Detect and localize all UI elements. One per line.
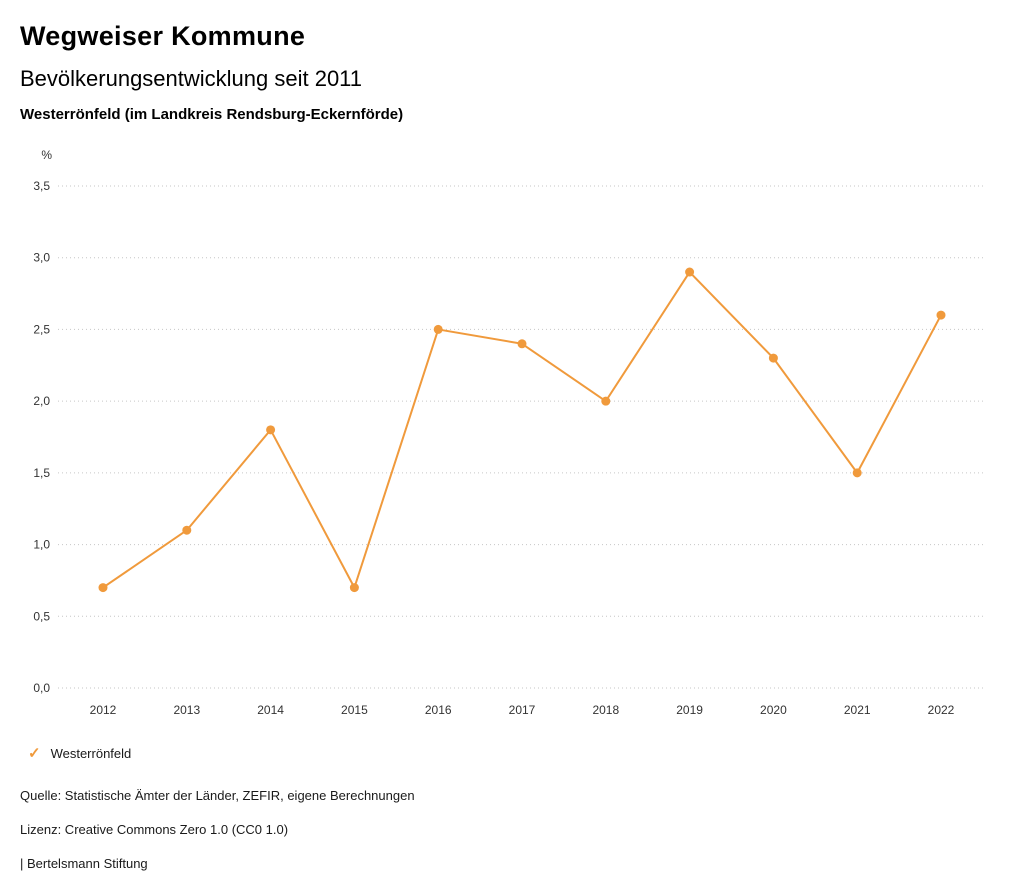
chart-footer: Quelle: Statistische Ämter der Länder, Z… [20,788,1004,871]
y-tick-label: 2,5 [33,322,50,336]
data-point[interactable] [685,267,695,277]
chart-subtitle-location: Westerrönfeld (im Landkreis Rendsburg-Ec… [20,106,404,123]
x-tick-label: 2019 [676,703,703,717]
data-point[interactable] [98,583,108,593]
x-tick-label: 2021 [844,703,871,717]
chart-canvas: % 0,0 0,5 1,0 1,5 2,0 2,5 3,0 3,5 2012 2013 2014 201… [33,148,985,717]
x-tick-label: 2016 [425,703,452,717]
page-title: Wegweiser Kommune [20,21,306,51]
y-tick-label: 0,5 [33,609,50,623]
data-point[interactable] [182,525,192,535]
y-axis-unit-label: % [41,148,52,162]
license-text: Lizenz: Creative Commons Zero 1.0 (CC0 1… [20,822,289,837]
x-tick-label: 2012 [90,703,117,717]
legend-item-westerroenfeld[interactable]: Westerrönfeld [50,745,132,761]
x-tick-label: 2014 [257,703,284,717]
y-tick-label: 2,0 [33,394,50,408]
data-point[interactable] [266,425,276,435]
y-tick-label: 0,0 [33,681,50,695]
data-point[interactable] [601,396,611,406]
x-tick-label: 2013 [173,703,200,717]
data-point[interactable] [433,324,443,334]
x-tick-label: 2015 [341,703,368,717]
x-tick-label: 2017 [509,703,536,717]
y-tick-label: 3,5 [33,179,50,193]
y-tick-label: 1,5 [33,466,50,480]
data-point[interactable] [936,310,946,320]
x-tick-label: 2020 [760,703,787,717]
y-tick-label: 1,0 [33,538,50,552]
data-point[interactable] [349,583,359,593]
x-tick-label: 2018 [592,703,619,717]
chart-title: Bevölkerungsentwicklung seit 2011 [20,66,363,91]
source-text: Quelle: Statistische Ämter der Länder, Z… [20,788,415,803]
legend-check-icon: ✓ [28,744,41,762]
series-line [102,271,942,589]
attribution-text: | Bertelsmann Stiftung [20,856,148,871]
line-chart: % 0,0 0,5 1,0 1,5 2,0 2,5 3,0 3,5 2012 2013 2014 201… [20,141,1004,732]
data-point[interactable] [517,339,527,349]
data-point[interactable] [768,353,778,363]
x-tick-label: 2022 [928,703,955,717]
y-tick-label: 3,0 [33,251,50,265]
data-point[interactable] [852,468,862,478]
chart-legend: ✓ Westerrönfeld [28,744,1004,762]
